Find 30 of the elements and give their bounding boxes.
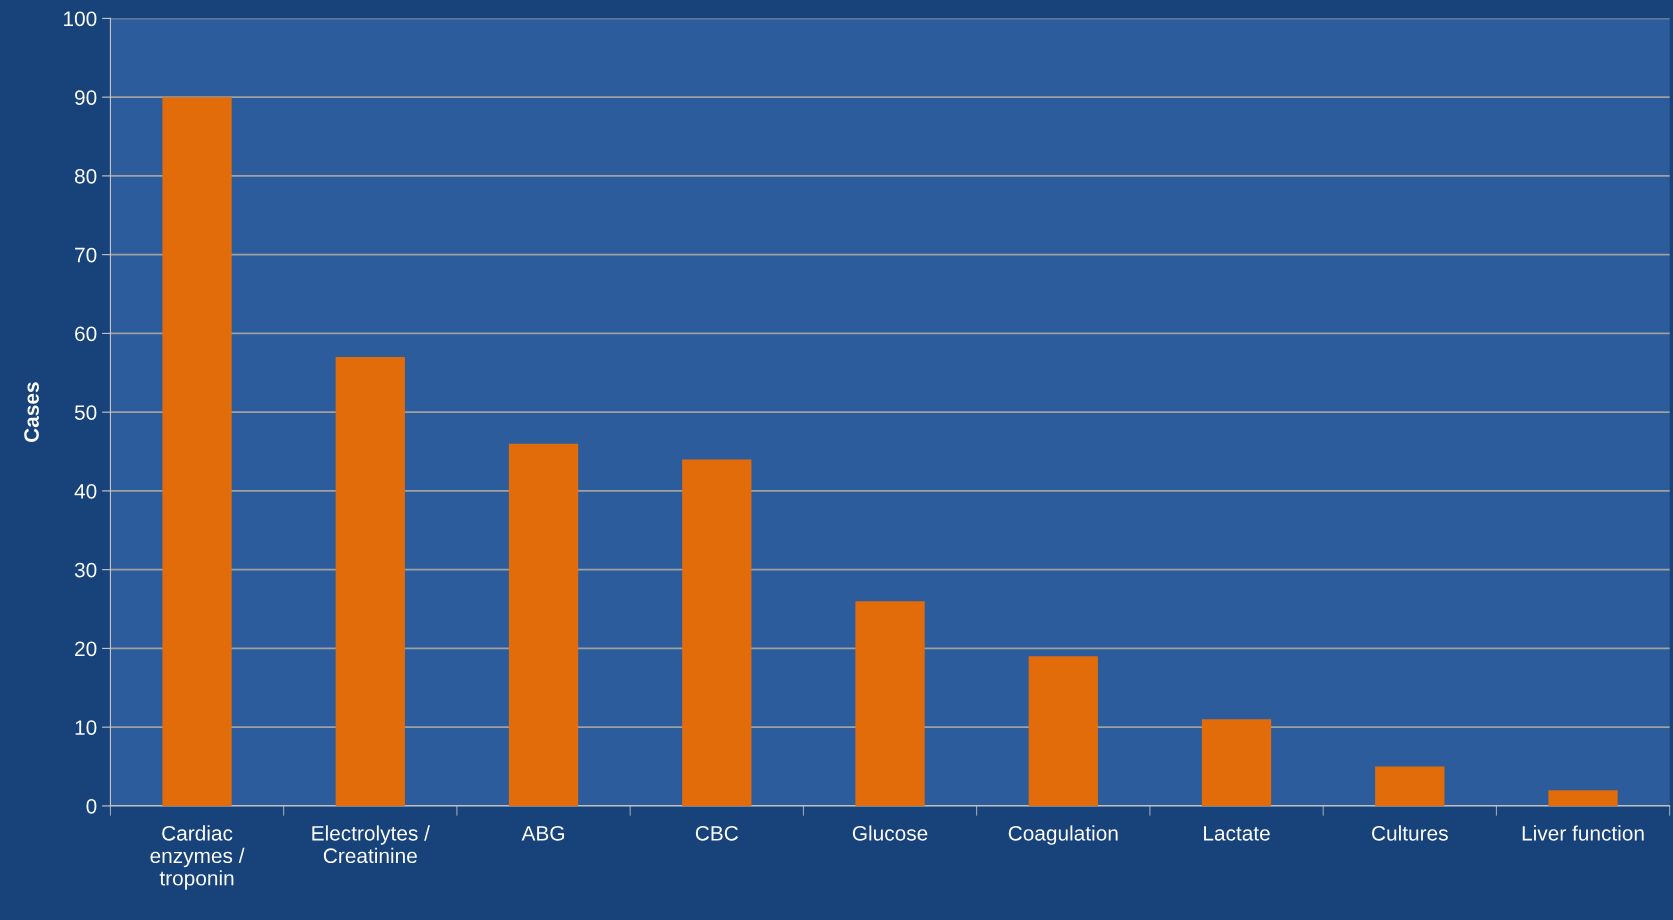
x-tick-label: CBC: [695, 825, 738, 841]
x-tick-label: Lactate: [1204, 826, 1270, 841]
x-tick-label: Cardiac enzymes / troponin: [150, 825, 245, 890]
y-tick-label: 50: [74, 405, 97, 420]
bar: [682, 459, 752, 806]
y-tick-label: 0: [86, 798, 97, 814]
bar: [335, 357, 405, 806]
y-tick-label: 70: [75, 247, 97, 263]
y-tick-label: 90: [75, 90, 97, 105]
y-tick-label: 60: [75, 326, 97, 342]
y-tick-label: 40: [74, 483, 97, 499]
bar: [162, 97, 232, 806]
y-tick-label: 10: [75, 720, 97, 735]
bar: [1548, 790, 1618, 806]
bar: [855, 601, 925, 806]
y-tick-label: 80: [74, 168, 97, 184]
x-tick-label: Electrolytes / Creatinine: [312, 825, 430, 864]
bar: [1201, 719, 1272, 806]
y-tick-label: 20: [75, 641, 97, 657]
bar: [1028, 656, 1098, 806]
bar: [508, 443, 579, 806]
x-tick-label: Glucose: [852, 825, 928, 841]
bar: [1375, 766, 1445, 806]
y-tick-label: 100: [64, 11, 97, 27]
x-tick-label: Liver function: [1522, 825, 1644, 841]
y-axis-title: Cases: [24, 382, 39, 442]
x-tick-label: Cultures: [1372, 825, 1448, 841]
x-tick-label: Coagulation: [1008, 825, 1118, 845]
x-tick-label: ABG: [521, 825, 564, 841]
y-tick-label: 30: [74, 562, 97, 578]
